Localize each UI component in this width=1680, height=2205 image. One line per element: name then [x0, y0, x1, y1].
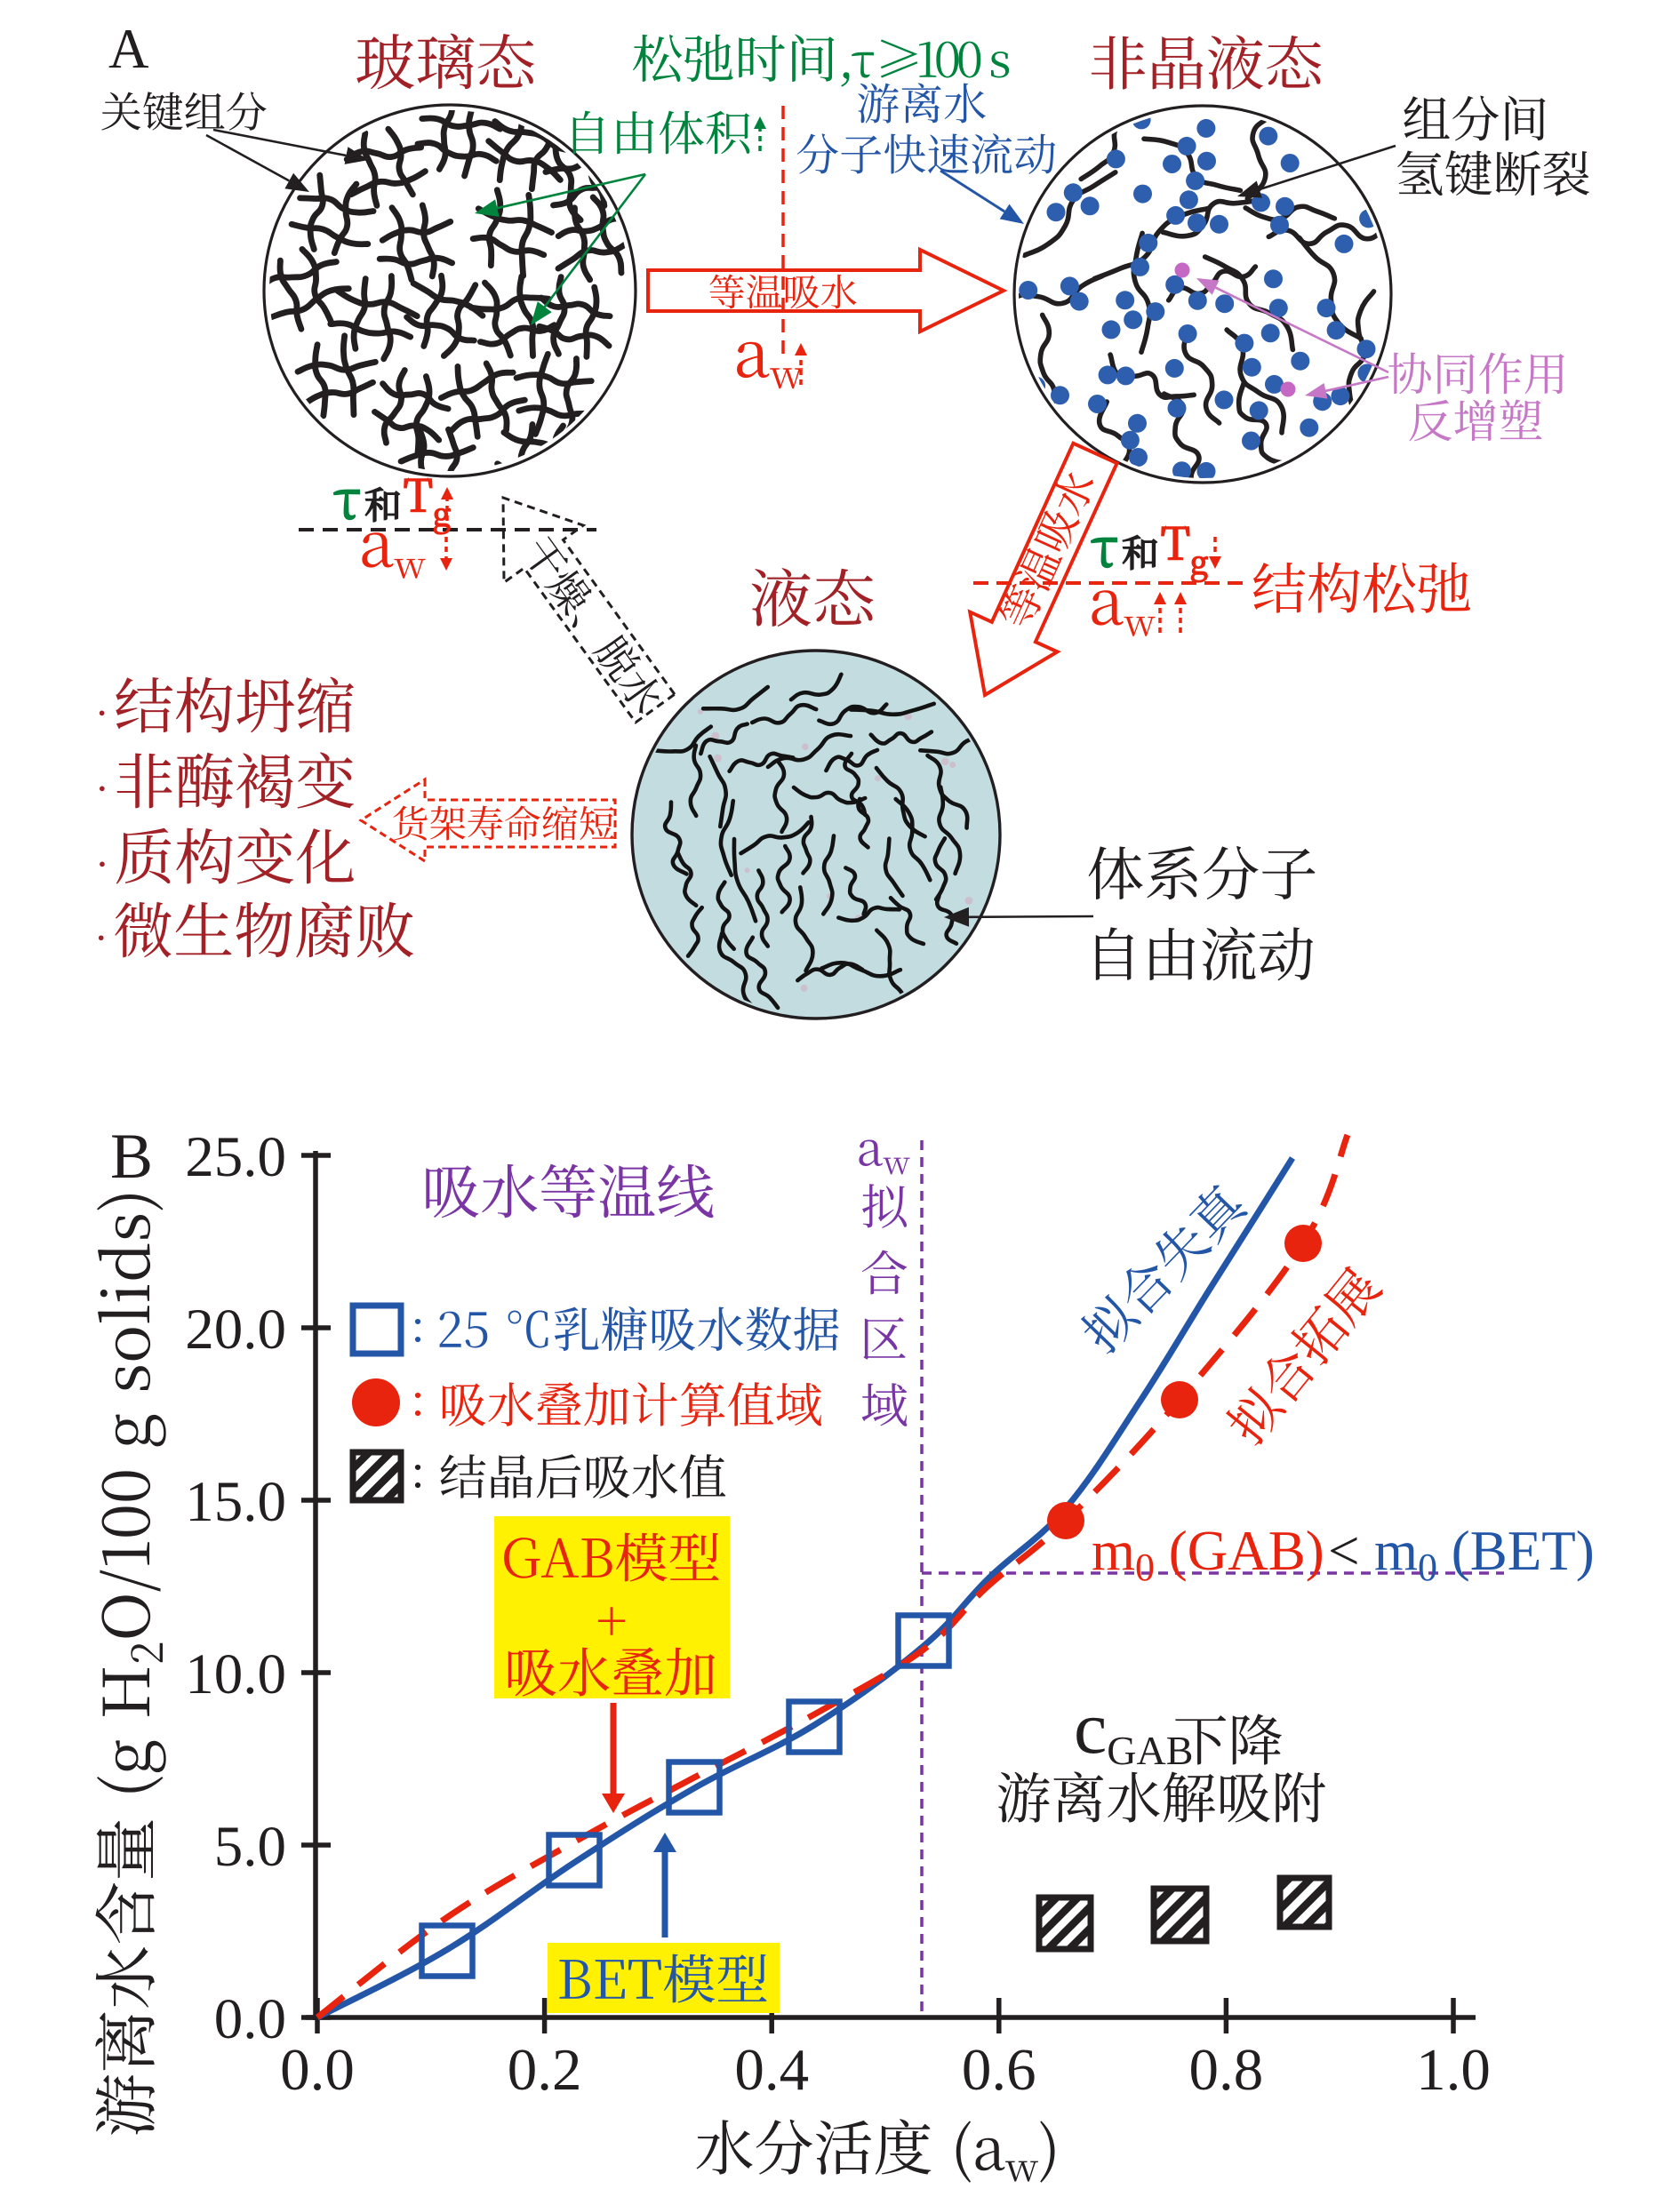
svg-text:5.0: 5.0	[214, 1815, 286, 1879]
svg-text:0.4: 0.4	[734, 2037, 809, 2103]
svg-text:m0 (GAB): m0 (GAB)	[1092, 1520, 1324, 1589]
svg-text:B: B	[110, 1121, 153, 1192]
svg-text:0.6: 0.6	[962, 2037, 1036, 2103]
svg-text:0.0: 0.0	[280, 2037, 355, 2103]
svg-text:<: <	[1328, 1520, 1360, 1582]
svg-text:15.0: 15.0	[185, 1470, 286, 1534]
svg-text:0.8: 0.8	[1189, 2037, 1264, 2103]
svg-text:20.0: 20.0	[185, 1298, 286, 1362]
svg-text:25.0: 25.0	[185, 1125, 286, 1189]
svg-text:A: A	[108, 18, 149, 80]
svg-text:m0 (BET): m0 (BET)	[1374, 1520, 1595, 1589]
svg-text:0.0: 0.0	[214, 1987, 286, 2051]
svg-text:1.0: 1.0	[1416, 2037, 1491, 2103]
svg-text:0.2: 0.2	[508, 2037, 582, 2103]
svg-text:10.0: 10.0	[185, 1642, 286, 1706]
